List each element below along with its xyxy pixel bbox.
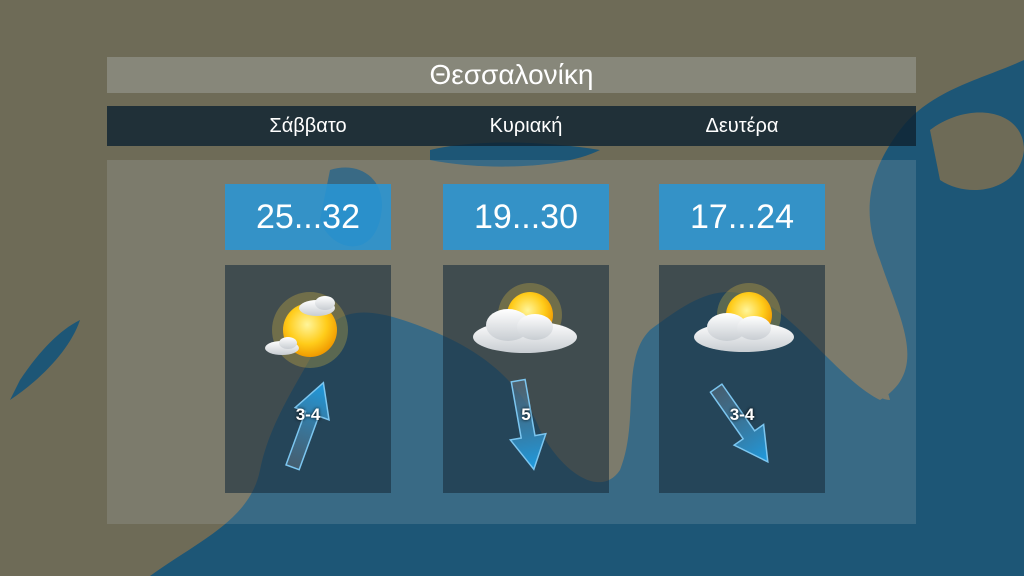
temp-range-saturday: 25...32 [225,184,391,250]
temp-range-sunday: 19...30 [443,184,609,250]
forecast-cell-monday: 3-4 [659,265,825,493]
wind-arrow-icon [285,381,330,471]
day-label-saturday: Σάββατο [269,115,347,137]
sun-behind-cloud-icon [694,283,794,352]
wind-force-label: 3-4 [295,405,321,424]
sun-with-small-clouds-icon [265,292,348,368]
forecast-cell-sunday: 5 [443,265,609,493]
days-header: Σάββατο Κυριακή Δευτέρα [107,106,916,146]
wind-force-label: 5 [521,405,531,424]
wind-arrow-icon [508,378,547,471]
day-label-sunday: Κυριακή [489,115,563,137]
wind-force-label: 3-4 [729,405,755,424]
sun-behind-cloud-icon [473,283,577,353]
wind-arrow-icon [709,383,769,464]
forecast-cell-saturday: 3-4 [225,265,391,493]
city-title: Θεσσαλονίκη [107,57,916,93]
day-label-monday: Δευτέρα [705,115,779,137]
temp-range-monday: 17...24 [659,184,825,250]
